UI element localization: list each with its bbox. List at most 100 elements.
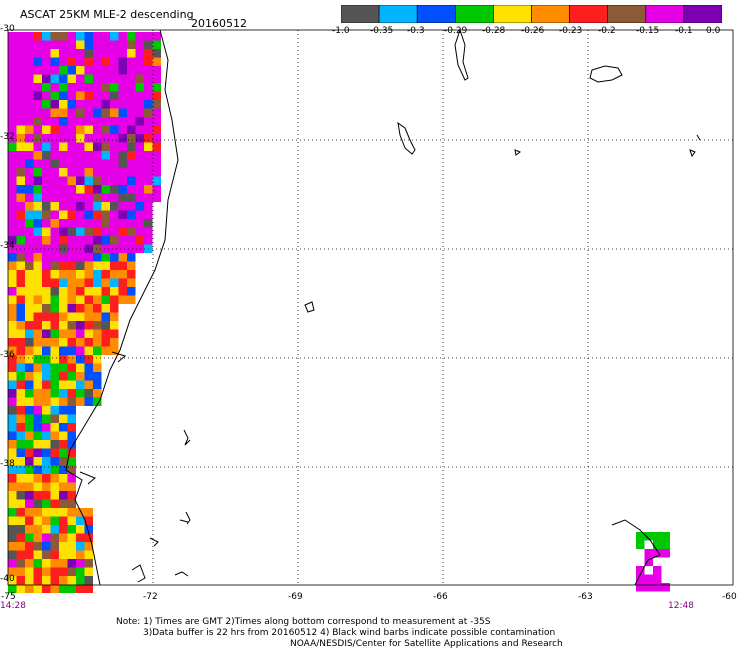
- data-cell: [101, 270, 110, 279]
- data-cell: [67, 516, 76, 525]
- data-cell: [50, 440, 59, 449]
- data-cell: [118, 134, 127, 143]
- data-cell: [84, 66, 93, 75]
- data-cell: [50, 329, 59, 338]
- data-cell: [84, 312, 93, 321]
- data-cell: [8, 499, 17, 508]
- data-cell: [16, 193, 25, 202]
- data-cell: [76, 389, 85, 398]
- data-cell: [67, 448, 76, 457]
- data-cell: [59, 448, 68, 457]
- data-cell: [50, 117, 59, 126]
- data-cell: [8, 142, 17, 151]
- data-cell: [8, 372, 17, 381]
- data-cell: [33, 423, 42, 432]
- data-cell: [93, 193, 102, 202]
- data-cell: [135, 219, 144, 228]
- data-cell: [33, 40, 42, 49]
- data-cell: [16, 321, 25, 330]
- data-cell: [110, 287, 119, 296]
- data-cell: [8, 117, 17, 126]
- data-cell: [8, 108, 17, 117]
- data-cell: [33, 440, 42, 449]
- data-cell: [25, 380, 34, 389]
- data-cell: [84, 567, 93, 576]
- data-cell: [110, 278, 119, 287]
- data-cell: [42, 134, 51, 143]
- data-cell: [118, 227, 127, 236]
- data-cell: [127, 83, 136, 92]
- data-cell: [8, 100, 17, 109]
- data-cell: [67, 550, 76, 559]
- data-cell: [110, 210, 119, 219]
- data-cell: [59, 457, 68, 466]
- data-cell: [33, 533, 42, 542]
- data-cell: [118, 117, 127, 126]
- data-cell: [59, 295, 68, 304]
- data-cell: [127, 278, 136, 287]
- data-cell: [84, 516, 93, 525]
- data-cell: [42, 321, 51, 330]
- data-cell: [110, 49, 119, 58]
- data-cell: [50, 66, 59, 75]
- data-cell: [110, 83, 119, 92]
- data-cell: [59, 134, 68, 143]
- data-cell: [8, 329, 17, 338]
- data-cell: [135, 108, 144, 117]
- data-cell: [76, 32, 85, 41]
- data-cell: [8, 253, 17, 262]
- data-cell: [93, 380, 102, 389]
- data-cell: [653, 540, 662, 549]
- data-cell: [16, 559, 25, 568]
- data-cell: [8, 151, 17, 160]
- data-cell: [8, 559, 17, 568]
- data-cell: [76, 40, 85, 49]
- data-cell: [84, 346, 93, 355]
- data-cell: [42, 219, 51, 228]
- data-cell: [50, 312, 59, 321]
- data-cell: [16, 312, 25, 321]
- data-cell: [25, 66, 34, 75]
- data-cell: [152, 32, 161, 41]
- data-cell: [110, 304, 119, 313]
- data-cell: [110, 270, 119, 279]
- data-cell: [59, 542, 68, 551]
- data-cell: [8, 397, 17, 406]
- data-cell: [76, 516, 85, 525]
- data-cell: [8, 542, 17, 551]
- data-cell: [33, 363, 42, 372]
- data-cell: [50, 202, 59, 211]
- data-cell: [59, 83, 68, 92]
- data-cell: [59, 397, 68, 406]
- data-cell: [152, 100, 161, 109]
- latitude-label: -40: [0, 574, 15, 584]
- data-cell: [33, 57, 42, 66]
- data-cell: [33, 159, 42, 168]
- data-cell: [661, 583, 670, 592]
- data-cell: [76, 236, 85, 245]
- data-cell: [42, 66, 51, 75]
- data-cell: [110, 108, 119, 117]
- data-cell: [76, 91, 85, 100]
- data-cell: [16, 431, 25, 440]
- data-cell: [84, 397, 93, 406]
- data-cell: [76, 372, 85, 381]
- data-cell: [25, 516, 34, 525]
- data-cell: [59, 74, 68, 83]
- data-cell: [25, 159, 34, 168]
- data-cell: [93, 236, 102, 245]
- data-cell: [8, 49, 17, 58]
- data-cell: [8, 533, 17, 542]
- data-cell: [93, 321, 102, 330]
- data-cell: [84, 542, 93, 551]
- data-cell: [84, 338, 93, 347]
- data-cell: [42, 525, 51, 534]
- product-date: 20160512: [191, 17, 247, 30]
- data-cell: [84, 584, 93, 593]
- data-cell: [84, 236, 93, 245]
- data-cell: [8, 380, 17, 389]
- data-cell: [144, 159, 153, 168]
- data-cell: [59, 474, 68, 483]
- data-cell: [50, 397, 59, 406]
- data-cell: [33, 193, 42, 202]
